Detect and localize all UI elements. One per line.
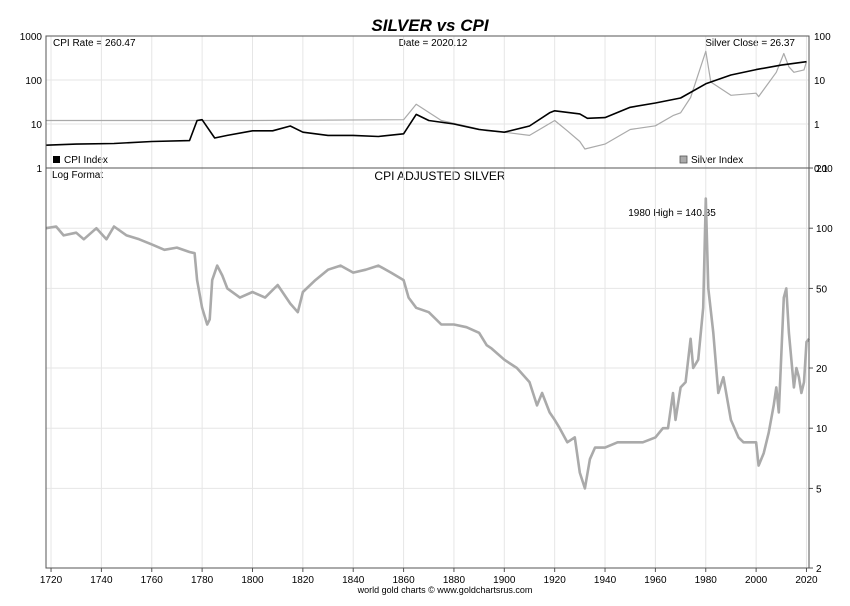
bottom-right-y-tick-label: 20 [816, 364, 828, 375]
high-annotation: 1980 High = 140.85 [628, 208, 716, 219]
cpi-index-legend-swatch [53, 156, 60, 163]
top-left-y-tick-label: 10 [31, 120, 43, 131]
x-tick-label: 1860 [392, 575, 415, 586]
x-tick-label: 1740 [90, 575, 113, 586]
x-tick-label: 2000 [745, 575, 768, 586]
bottom-right-y-tick-label: 2 [816, 564, 822, 575]
top-right-y-tick-label: 100 [814, 32, 831, 43]
x-tick-label: 1880 [443, 575, 466, 586]
x-tick-label: 1900 [493, 575, 516, 586]
bottom-chart-title: CPI ADJUSTED SILVER [374, 169, 505, 183]
silver-index-legend-label: Silver Index [691, 155, 743, 166]
x-tick-label: 1840 [342, 575, 365, 586]
cpi-rate-readout: CPI Rate = 260.47 [53, 38, 136, 49]
cpi-index-series-line [45, 60, 807, 146]
x-tick-label: 1780 [191, 575, 214, 586]
top-left-y-tick-label: 1 [36, 164, 42, 175]
top-right-y-tick-label: 1 [814, 120, 820, 131]
bottom-right-y-tick-label: 10 [816, 424, 828, 435]
x-tick-label: 1960 [644, 575, 667, 586]
series-layer [45, 50, 811, 490]
silver-close-readout: Silver Close = 26.37 [705, 38, 795, 49]
cpi-index-legend-label: CPI Index [64, 155, 108, 166]
top-right-y-tick-label: 10 [814, 76, 826, 87]
x-tick-label: 1980 [695, 575, 718, 586]
x-tick-label: 1720 [40, 575, 63, 586]
x-tick-label: 1820 [292, 575, 315, 586]
x-tick-label: 1760 [141, 575, 164, 586]
x-tick-label: 1940 [594, 575, 617, 586]
top-right-y-tick-label: 0.1 [814, 164, 828, 175]
bottom-right-y-tick-label: 50 [816, 284, 828, 295]
x-tick-label: 1800 [241, 575, 264, 586]
axis-layer: 1720 1740 1760 1780 1800 1820 1840 1860 1880 1900… [20, 32, 833, 586]
cpi-adjusted-silver-series-line [45, 197, 811, 490]
bottom-right-y-tick-label: 200 [816, 164, 833, 175]
bottom-right-y-tick-label: 5 [816, 484, 822, 495]
top-left-y-tick-label: 100 [25, 76, 42, 87]
bottom-right-y-tick-label: 100 [816, 224, 833, 235]
footer-credit: world gold charts © www.goldchartsrus.co… [357, 585, 533, 595]
bottom-plot-frame [45, 167, 810, 569]
top-chart-title: SILVER vs CPI [371, 16, 489, 35]
log-format-label: Log Format [52, 170, 103, 181]
date-readout: Date = 2020.12 [399, 38, 468, 49]
grid-layer [46, 35, 809, 569]
x-tick-label: 2020 [795, 575, 818, 586]
top-left-y-tick-label: 1000 [20, 32, 43, 43]
x-tick-label: 1920 [544, 575, 567, 586]
silver-index-legend-swatch [679, 155, 688, 164]
